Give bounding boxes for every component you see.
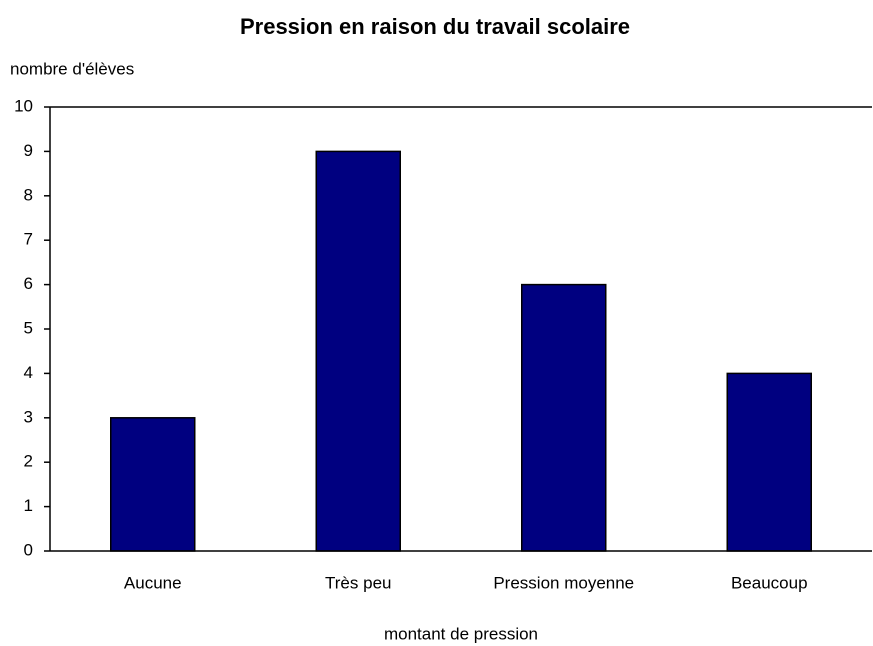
y-tick-label: 6 — [24, 274, 33, 293]
chart-title: Pression en raison du travail scolaire — [240, 14, 630, 39]
x-tick-label: Aucune — [124, 573, 182, 592]
x-tick-label: Beaucoup — [731, 573, 808, 592]
bar — [521, 283, 607, 552]
x-tick-label: Très peu — [325, 573, 391, 592]
bar — [110, 417, 196, 552]
y-tick-label: 3 — [24, 407, 33, 426]
y-tick-label: 10 — [14, 96, 33, 115]
y-tick-label: 1 — [24, 496, 33, 515]
y-tick-label: 8 — [24, 185, 33, 204]
y-axis-title: nombre d'élèves — [10, 59, 134, 78]
x-axis-title: montant de pression — [384, 624, 538, 643]
bar — [315, 150, 401, 552]
x-tick-label: Pression moyenne — [493, 573, 634, 592]
bar — [726, 372, 812, 552]
y-tick-label: 0 — [24, 540, 33, 559]
y-tick-label: 2 — [24, 452, 33, 471]
y-tick-label: 5 — [24, 318, 33, 337]
y-tick-label: 7 — [24, 230, 33, 249]
y-tick-label: 9 — [24, 141, 33, 160]
y-tick-label: 4 — [24, 363, 33, 382]
